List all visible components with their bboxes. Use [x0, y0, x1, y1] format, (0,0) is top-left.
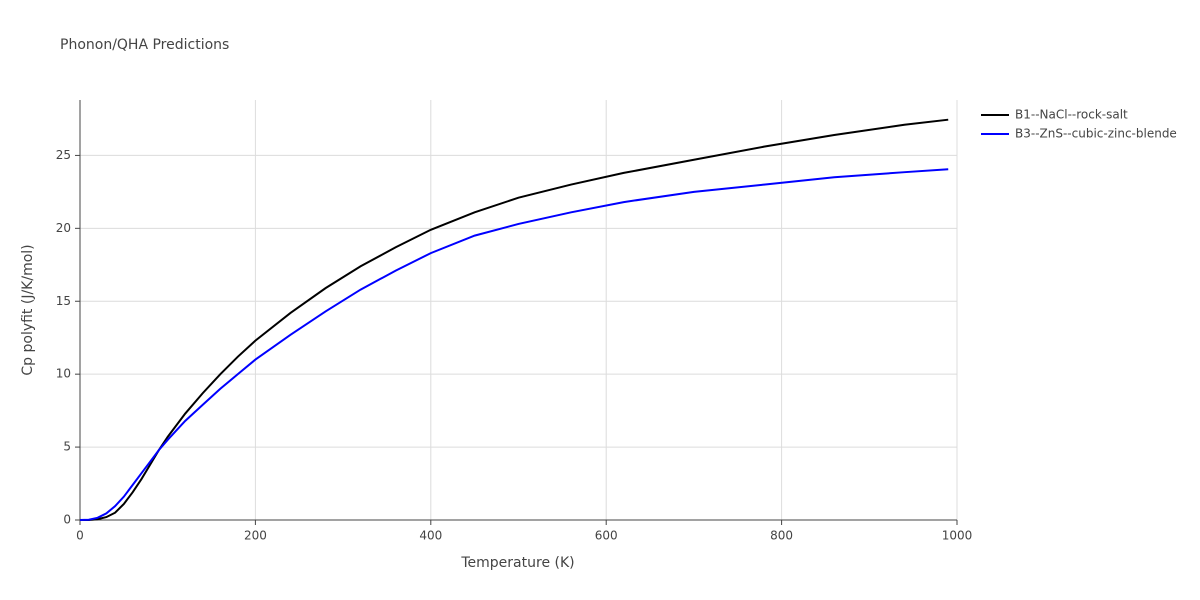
x-tick-label: 200: [244, 529, 267, 543]
y-tick-label: 5: [63, 440, 71, 454]
chart-title: Phonon/QHA Predictions: [60, 37, 229, 53]
x-tick-label: 400: [419, 529, 442, 543]
y-tick-label: 0: [63, 513, 71, 527]
y-tick-label: 20: [56, 221, 71, 235]
y-axis-label: Cp polyfit (J/K/mol): [20, 244, 36, 375]
series-line: [80, 118, 949, 521]
legend-label: B3--ZnS--cubic-zinc-blende: [1015, 127, 1177, 141]
x-tick-label: 0: [76, 529, 84, 543]
y-tick-label: 10: [56, 367, 71, 381]
series-line: [79, 168, 949, 521]
y-tick-label: 25: [56, 148, 71, 162]
x-axis-label: Temperature (K): [460, 555, 574, 571]
x-tick-label: 1000: [942, 529, 973, 543]
x-tick-label: 600: [595, 529, 618, 543]
y-tick-label: 15: [56, 294, 71, 308]
legend-label: B1--NaCl--rock-salt: [1015, 108, 1128, 122]
x-tick-label: 800: [770, 529, 793, 543]
